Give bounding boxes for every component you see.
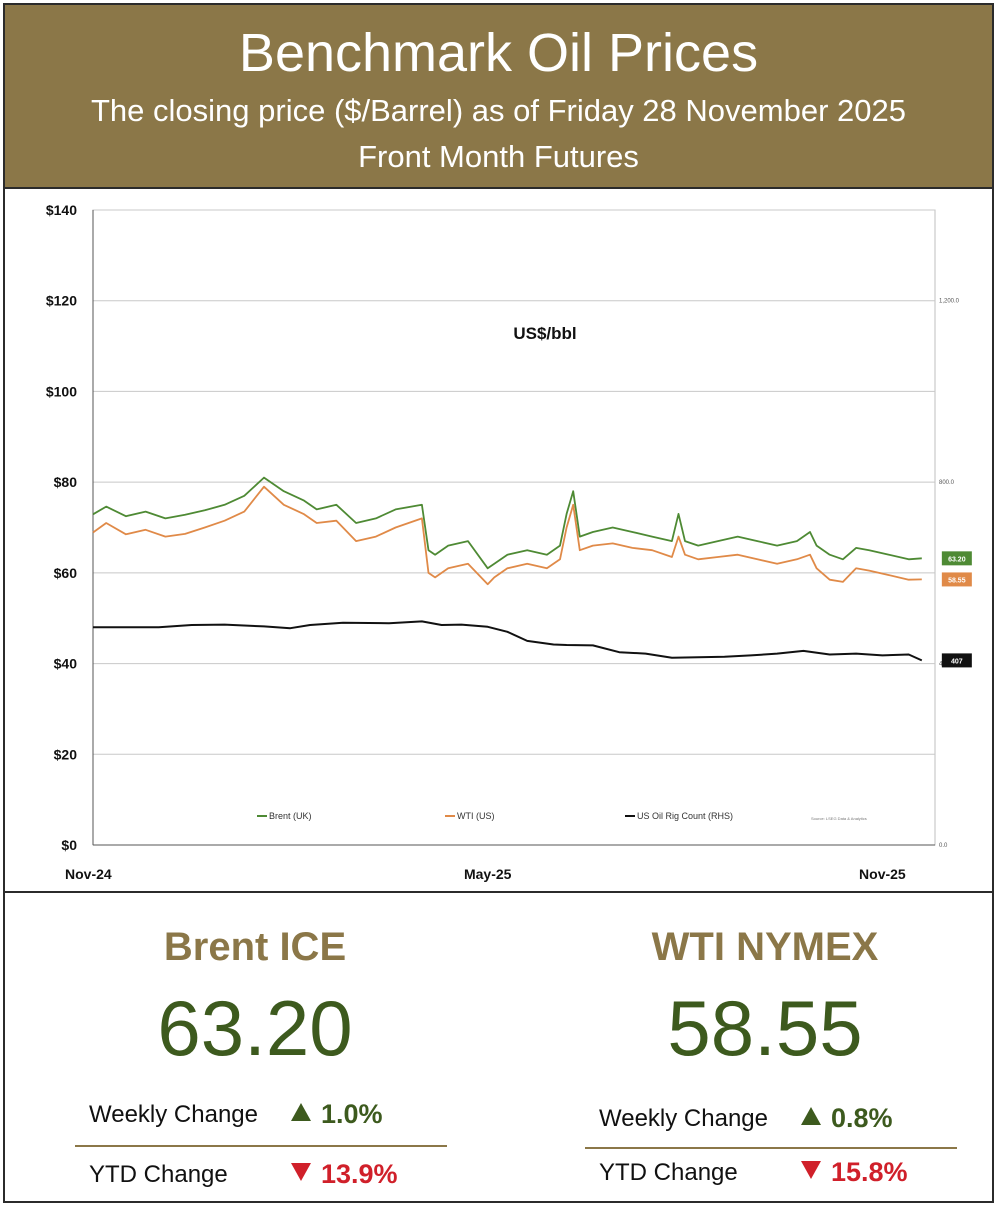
end-value-label: 58.55 bbox=[948, 577, 966, 584]
brent-ytd-value-wrap: 13.9% bbox=[291, 1159, 398, 1190]
wti-ytd-row: YTD Change 15.8% bbox=[585, 1153, 957, 1193]
wti-price: 58.55 bbox=[667, 984, 863, 1072]
series-line-rig-count bbox=[93, 620, 923, 662]
brent-ytd-row: YTD Change 13.9% bbox=[75, 1155, 447, 1195]
brent-ytd-label: YTD Change bbox=[89, 1161, 228, 1188]
brent-price: 63.20 bbox=[157, 984, 353, 1072]
wti-ytd-value: 15.8% bbox=[831, 1157, 908, 1187]
wti-ytd-label: YTD Change bbox=[599, 1159, 738, 1186]
wti-weekly-label: Weekly Change bbox=[599, 1105, 768, 1132]
y-tick-label: $0 bbox=[61, 837, 77, 853]
brent-ytd-value: 13.9% bbox=[321, 1159, 398, 1189]
page-subtitle: The closing price ($/Barrel) as of Frida… bbox=[91, 93, 906, 128]
wti-ytd-value-wrap: 15.8% bbox=[801, 1157, 908, 1188]
legend-label: WTI (US) bbox=[457, 811, 495, 821]
x-tick-label: May-25 bbox=[464, 866, 512, 882]
wti-weekly-value-wrap: 0.8% bbox=[801, 1103, 893, 1134]
infographic-frame: Benchmark Oil Prices The closing price (… bbox=[3, 3, 994, 1203]
chart-area: $0$20$40$60$80$100$120$1400.0400.0800.01… bbox=[5, 189, 992, 893]
brent-weekly-row: Weekly Change 1.0% bbox=[75, 1095, 447, 1135]
plot-border bbox=[92, 209, 936, 846]
brent-weekly-value: 1.0% bbox=[321, 1099, 383, 1129]
brent-weekly-value-wrap: 1.0% bbox=[291, 1099, 383, 1130]
end-value-label: 63.20 bbox=[948, 556, 966, 563]
y2-tick-label: 0.0 bbox=[939, 843, 948, 849]
wti-divider bbox=[585, 1147, 957, 1149]
wti-panel: WTI NYMEX 58.55 Weekly Change 0.8% YTD C… bbox=[545, 905, 985, 1195]
end-value-box bbox=[941, 551, 972, 566]
end-value-box bbox=[941, 653, 972, 668]
oil-price-chart: $0$20$40$60$80$100$120$1400.0400.0800.01… bbox=[46, 202, 972, 882]
y-tick-label: $120 bbox=[46, 293, 77, 309]
page-subtitle-2: Front Month Futures bbox=[358, 139, 639, 174]
legend-label: Brent (UK) bbox=[269, 811, 312, 821]
series-line-brent bbox=[92, 476, 922, 570]
brent-divider bbox=[75, 1145, 447, 1147]
y-tick-label: $20 bbox=[54, 746, 78, 762]
down-arrow-icon bbox=[801, 1161, 821, 1179]
wti-name: WTI NYMEX bbox=[651, 925, 879, 969]
end-value-label: 407 bbox=[951, 658, 963, 665]
y-tick-label: $60 bbox=[54, 565, 78, 581]
x-tick-label: Nov-25 bbox=[859, 866, 906, 882]
brent-panel: Brent ICE 63.20 Weekly Change 1.0% YTD C… bbox=[35, 905, 475, 1195]
series-line-wti bbox=[92, 485, 922, 586]
y2-tick-label: 800.0 bbox=[939, 480, 955, 486]
y-tick-label: $40 bbox=[54, 656, 78, 672]
brent-weekly-label: Weekly Change bbox=[89, 1101, 258, 1128]
page-title: Benchmark Oil Prices bbox=[238, 23, 759, 83]
y-tick-label: $140 bbox=[46, 202, 77, 218]
wti-weekly-value: 0.8% bbox=[831, 1103, 893, 1133]
up-arrow-icon bbox=[801, 1107, 821, 1125]
end-value-box bbox=[941, 572, 972, 587]
x-tick-label: Nov-24 bbox=[65, 866, 112, 882]
header-banner: Benchmark Oil Prices The closing price (… bbox=[5, 5, 992, 189]
unit-label: US$/bbl bbox=[513, 324, 576, 343]
y-tick-label: $100 bbox=[46, 383, 77, 399]
up-arrow-icon bbox=[291, 1103, 311, 1121]
y-tick-label: $80 bbox=[54, 474, 78, 490]
wti-weekly-row: Weekly Change 0.8% bbox=[585, 1099, 957, 1139]
down-arrow-icon bbox=[291, 1163, 311, 1181]
y2-tick-label: 1,200.0 bbox=[939, 299, 960, 305]
source-note: Source: LSEG Data & Analytics bbox=[811, 816, 867, 821]
legend-label: US Oil Rig Count (RHS) bbox=[637, 811, 733, 821]
brent-name: Brent ICE bbox=[163, 925, 347, 969]
